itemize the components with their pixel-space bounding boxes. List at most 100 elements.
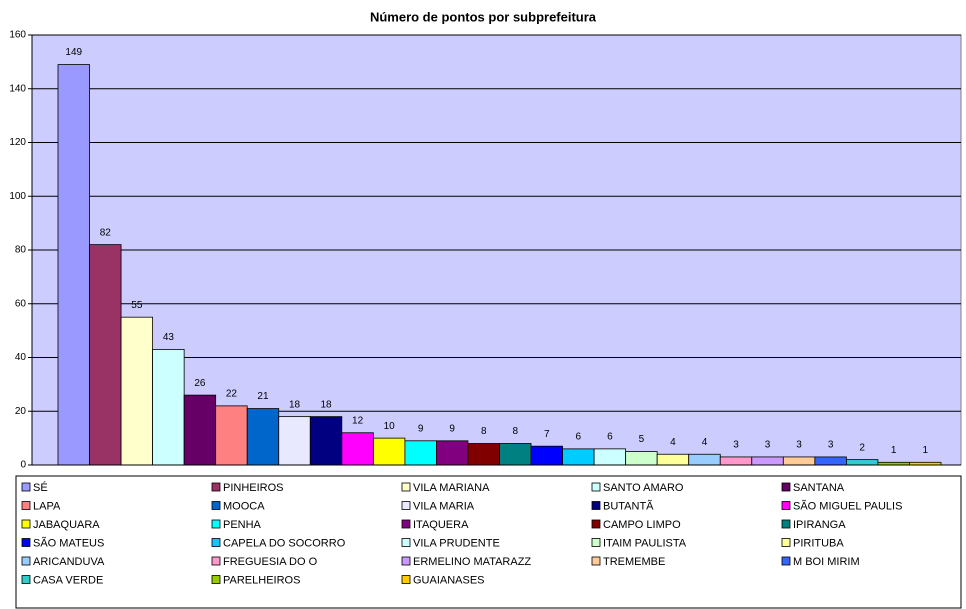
y-tick-label: 100 bbox=[9, 191, 26, 202]
legend-label: ITAQUERA bbox=[413, 519, 469, 531]
data-label: 18 bbox=[289, 399, 301, 410]
bar bbox=[215, 405, 248, 466]
legend-label: PINHEIROS bbox=[223, 482, 284, 494]
legend-label: CASA VERDE bbox=[33, 574, 103, 586]
y-tick-label: 160 bbox=[9, 30, 26, 41]
bar bbox=[751, 456, 784, 466]
legend-label: SANTANA bbox=[793, 482, 845, 494]
data-label: 4 bbox=[702, 437, 708, 448]
legend-label: ERMELINO MATARAZZ bbox=[413, 556, 531, 568]
y-tick-label: 140 bbox=[9, 83, 26, 94]
data-label: 3 bbox=[733, 440, 739, 451]
data-label: 149 bbox=[65, 47, 82, 58]
legend-label: M BOI MIRIM bbox=[793, 556, 860, 568]
data-label: 7 bbox=[544, 429, 550, 440]
data-label: 2 bbox=[859, 442, 865, 453]
data-label: 55 bbox=[131, 300, 143, 311]
legend-label: BUTANTÃ bbox=[603, 499, 654, 512]
data-label: 22 bbox=[226, 389, 238, 400]
data-label: 12 bbox=[352, 415, 364, 426]
legend-swatch bbox=[401, 482, 411, 492]
legend-swatch bbox=[781, 501, 791, 510]
legend-label: CAMPO LIMPO bbox=[603, 519, 681, 531]
data-label: 1 bbox=[891, 445, 897, 456]
legend-swatch bbox=[591, 519, 601, 529]
legend-label: SÃO MIGUEL PAULIS bbox=[793, 499, 902, 512]
legend-label: SÃO MATEUS bbox=[33, 536, 104, 549]
legend-label: JABAQUARA bbox=[33, 519, 100, 531]
bar bbox=[719, 456, 753, 466]
legend-label: CAPELA DO SOCORRO bbox=[223, 537, 346, 549]
legend-swatch bbox=[781, 482, 791, 492]
legend-swatch bbox=[21, 482, 31, 492]
legend-label: SANTO AMARO bbox=[603, 482, 684, 494]
legend-swatch bbox=[21, 538, 31, 547]
data-label: 9 bbox=[418, 423, 424, 434]
legend-swatch bbox=[401, 556, 411, 566]
data-label: 3 bbox=[796, 440, 802, 451]
bar bbox=[782, 456, 816, 466]
legend-swatch bbox=[591, 501, 601, 510]
legend-label: SÉ bbox=[33, 481, 48, 494]
legend-swatch bbox=[21, 501, 31, 510]
legend-swatch bbox=[211, 556, 221, 566]
bar bbox=[688, 453, 721, 466]
legend-label: TREMEMBE bbox=[603, 556, 665, 568]
legend-label: FREGUESIA DO O bbox=[223, 556, 318, 568]
data-label: 43 bbox=[163, 332, 175, 343]
legend-swatch bbox=[211, 575, 221, 584]
y-tick-label: 40 bbox=[15, 352, 27, 363]
legend-label: PARELHEIROS bbox=[223, 574, 300, 586]
bar bbox=[341, 432, 374, 466]
legend-swatch bbox=[401, 519, 411, 529]
bar bbox=[120, 316, 154, 466]
data-label: 3 bbox=[765, 440, 771, 451]
legend-label: VILA PRUDENTE bbox=[413, 537, 500, 549]
bar bbox=[656, 453, 690, 466]
legend-swatch bbox=[21, 556, 31, 566]
data-label: 26 bbox=[194, 378, 206, 389]
legend-swatch bbox=[401, 501, 411, 510]
legend-label: GUAIANASES bbox=[413, 574, 485, 586]
legend-swatch bbox=[21, 519, 31, 529]
bar bbox=[372, 437, 406, 466]
data-label: 5 bbox=[639, 434, 645, 445]
legend bbox=[15, 475, 962, 609]
data-label: 9 bbox=[449, 423, 455, 434]
legend-label: ARICANDUVA bbox=[33, 556, 105, 568]
legend-swatch bbox=[211, 501, 221, 510]
bar bbox=[57, 64, 90, 466]
legend-label: VILA MARIANA bbox=[413, 482, 490, 494]
bar bbox=[309, 416, 343, 466]
bar bbox=[562, 448, 595, 466]
data-label: 3 bbox=[828, 440, 834, 451]
y-tick-label: 80 bbox=[15, 245, 27, 256]
legend-swatch bbox=[211, 538, 221, 547]
legend-swatch bbox=[781, 519, 791, 529]
data-label: 1 bbox=[922, 445, 928, 456]
legend-label: IPIRANGA bbox=[793, 519, 846, 531]
legend-swatch bbox=[211, 519, 221, 529]
data-label: 21 bbox=[257, 391, 269, 402]
bar bbox=[530, 445, 563, 466]
bar bbox=[404, 440, 437, 466]
data-label: 4 bbox=[670, 437, 676, 448]
bar bbox=[89, 244, 122, 466]
legend-swatch bbox=[401, 575, 411, 584]
data-label: 6 bbox=[607, 432, 613, 443]
y-tick-label: 120 bbox=[9, 137, 26, 148]
bar bbox=[845, 459, 879, 466]
bar bbox=[278, 416, 311, 466]
bar bbox=[625, 451, 658, 466]
legend-swatch bbox=[401, 538, 411, 547]
y-tick-label: 60 bbox=[15, 298, 27, 309]
y-tick-label: 20 bbox=[15, 406, 27, 417]
data-label: 8 bbox=[481, 426, 487, 437]
legend-swatch bbox=[21, 575, 31, 584]
legend-label: MOOCA bbox=[223, 500, 265, 512]
bar bbox=[593, 448, 627, 466]
legend-label: PIRITUBA bbox=[793, 537, 844, 549]
legend-swatch bbox=[591, 556, 601, 566]
data-label: 10 bbox=[384, 421, 396, 432]
